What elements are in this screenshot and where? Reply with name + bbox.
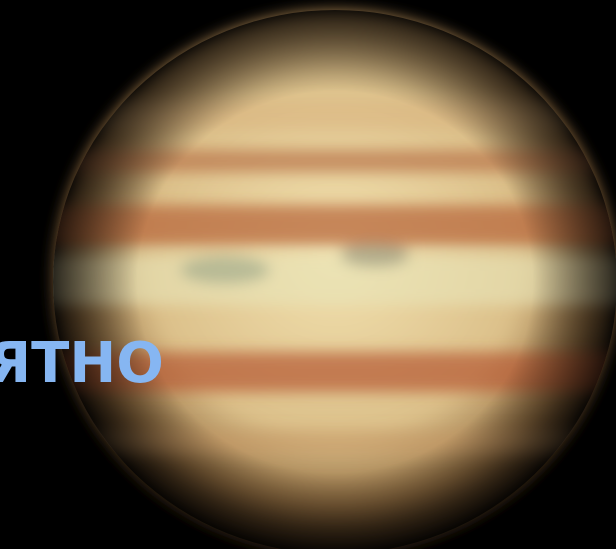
planet — [53, 10, 616, 549]
caption: ЯТНО — [0, 331, 164, 396]
